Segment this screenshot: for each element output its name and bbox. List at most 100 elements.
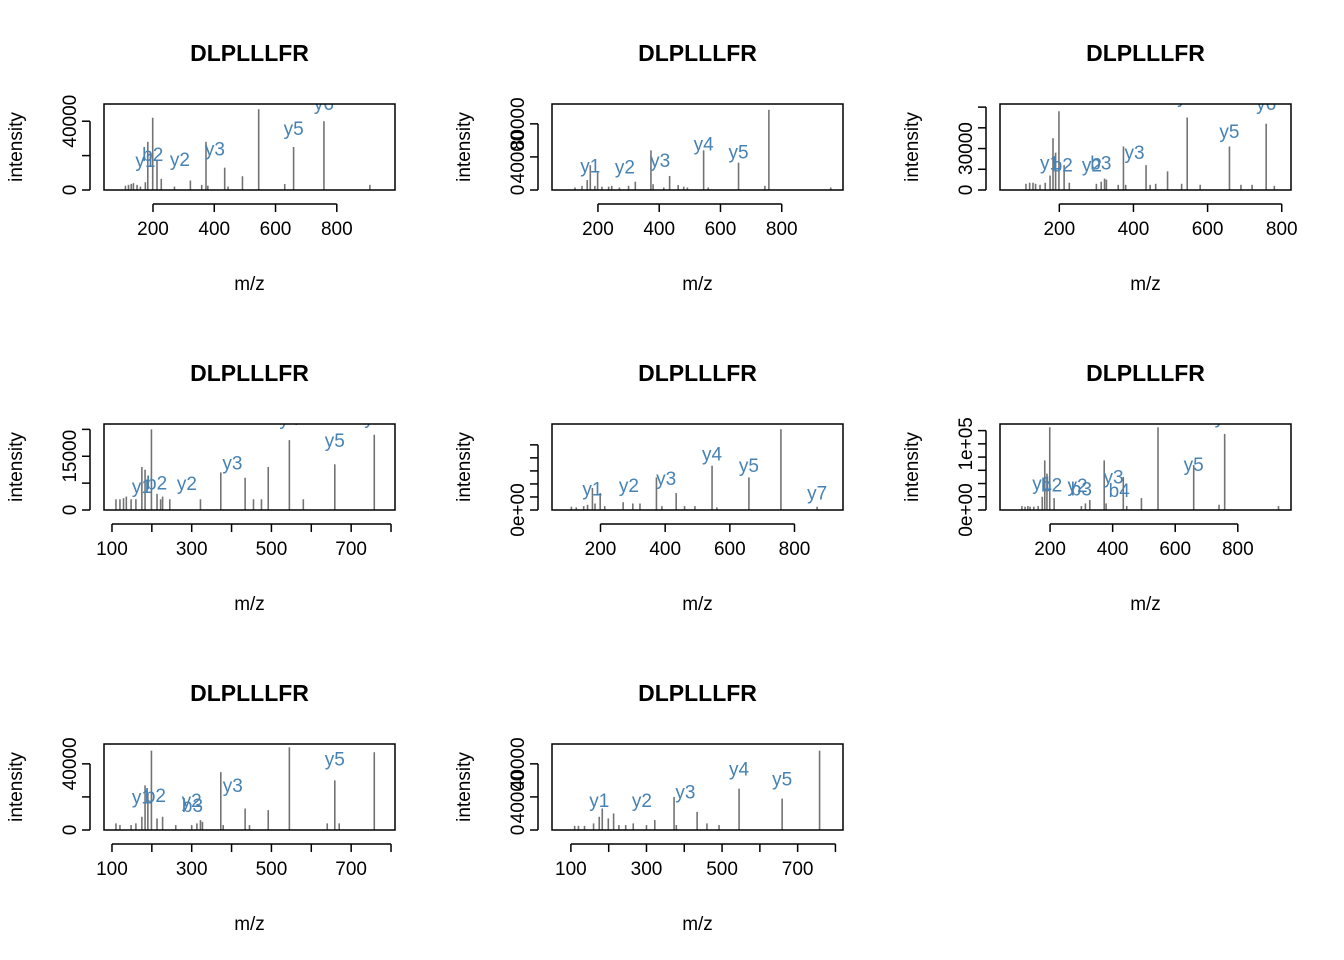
x-axis: 100 300 500 700 — [555, 843, 837, 880]
y-axis: 0e+00 1e+05 — [956, 417, 987, 537]
fragment-label: y5 — [729, 143, 749, 164]
x-tick-label: 200 — [137, 219, 169, 240]
x-tick-label: 500 — [706, 859, 738, 880]
x-tick-label: 300 — [631, 859, 663, 880]
fragment-label: y5 — [325, 431, 345, 452]
plot-frame — [551, 423, 844, 511]
y-axis: 0e+00 — [508, 444, 539, 537]
y-tick-label: 40000 — [508, 771, 529, 824]
x-tick-label: 800 — [321, 219, 353, 240]
x-tick-label: 600 — [1192, 219, 1224, 240]
x-tick-label: 600 — [705, 219, 737, 240]
x-tick-label: 800 — [779, 539, 811, 560]
x-axis: 200 400 600 800 — [1034, 523, 1254, 560]
x-tick-label: 700 — [335, 859, 367, 880]
fragment-label: y1 — [132, 788, 152, 809]
fragment-label: y3 — [223, 776, 243, 797]
x-axis-label: m/z — [682, 914, 713, 935]
plot-frame — [103, 423, 396, 511]
y-axis-label: intensity — [454, 432, 475, 502]
plot-title: DLPLLLFR — [190, 40, 309, 66]
fragment-label: y1 — [1040, 153, 1060, 174]
x-tick-label: 300 — [176, 859, 208, 880]
fragment-label: y2 — [615, 157, 635, 178]
plot-title: DLPLLLFR — [1086, 360, 1205, 386]
annotation-group: y1 y2 y3 y4 y5 — [580, 134, 748, 178]
fragment-label: y5 — [284, 119, 304, 140]
y-tick-label: 0 — [956, 185, 977, 196]
fragment-label: y2 — [170, 150, 190, 171]
fragment-label: b2 — [146, 474, 167, 495]
fragment-label: y2 — [1068, 476, 1088, 497]
x-axis-label: m/z — [682, 594, 713, 615]
fragment-label: b3 — [1071, 479, 1092, 500]
y-tick-label: 0 — [60, 185, 81, 196]
plot-frame — [551, 103, 844, 191]
fragment-label: y4 — [729, 759, 750, 780]
x-tick-label: 200 — [585, 539, 617, 560]
plot-frame — [551, 743, 844, 831]
x-tick-label: 200 — [1043, 219, 1075, 240]
y-tick-label: 40000 — [60, 95, 81, 148]
fragment-label: b3 — [182, 796, 203, 817]
fragment-label: b3 — [1090, 153, 1111, 174]
fragment-label: y5 — [1219, 122, 1239, 143]
fragment-label: y4 — [694, 134, 715, 155]
fragment-label: y1 — [1032, 474, 1052, 495]
peak-group — [115, 747, 376, 830]
fragment-label: y3 — [656, 469, 676, 490]
y-axis-label: intensity — [902, 432, 923, 502]
fragment-label: y6 — [1256, 94, 1276, 115]
fragment-label: y6 — [314, 94, 334, 115]
x-tick-label: 400 — [198, 219, 230, 240]
y-axis: 0 15000 — [60, 428, 91, 515]
fragment-label: y6 — [364, 723, 384, 744]
peak-group — [570, 429, 818, 510]
fragment-label: y1 — [589, 791, 609, 812]
y-tick-label: 0 — [60, 825, 81, 836]
peak-group — [574, 109, 832, 190]
fragment-label: y2 — [1082, 155, 1102, 176]
x-axis-label: m/z — [1130, 274, 1161, 295]
fragment-label: y5 — [325, 750, 345, 771]
x-tick-label: 600 — [1159, 539, 1191, 560]
y-axis-label: intensity — [454, 752, 475, 822]
fragment-label: b2 — [145, 786, 166, 807]
x-tick-label: 200 — [1034, 539, 1066, 560]
fragment-label: y1 — [132, 477, 152, 498]
x-axis: 200 400 600 800 — [137, 203, 353, 240]
fragment-label: y3 — [222, 454, 242, 475]
peak-group — [1025, 111, 1276, 190]
x-tick-label: 400 — [1118, 219, 1150, 240]
fragment-label: y6 — [1215, 407, 1235, 428]
fragment-label: y5 — [772, 769, 792, 790]
fragment-label: y4 — [279, 409, 300, 430]
fragment-label: y3 — [650, 151, 670, 172]
y-tick-label: 0e+00 — [956, 483, 977, 536]
y-tick-label: 30000 — [956, 122, 977, 175]
fragment-label: y2 — [177, 474, 197, 495]
plot-title: DLPLLLFR — [1086, 40, 1205, 66]
fragment-label: b2 — [1052, 155, 1073, 176]
y-tick-label: 15000 — [60, 430, 81, 483]
x-tick-label: 100 — [96, 859, 128, 880]
fragment-label: y5 — [739, 456, 759, 477]
spectrum-plot: DLPLLLFR y1 y2 y3 y4 y5 y7 200 400 600 800 m/z 0e+00… — [454, 360, 844, 615]
plot-title: DLPLLLFR — [638, 360, 757, 386]
y-axis-label: intensity — [6, 752, 27, 822]
y-axis-label: intensity — [6, 432, 27, 502]
x-tick-label: 100 — [96, 539, 128, 560]
x-axis: 100 300 500 700 — [96, 843, 392, 880]
x-axis-label: m/z — [1130, 594, 1161, 615]
y-tick-label: 40000 — [508, 737, 529, 790]
fragment-label: y4 — [1177, 87, 1198, 108]
fragment-label: y3 — [675, 783, 695, 804]
plot-frame — [103, 743, 396, 831]
